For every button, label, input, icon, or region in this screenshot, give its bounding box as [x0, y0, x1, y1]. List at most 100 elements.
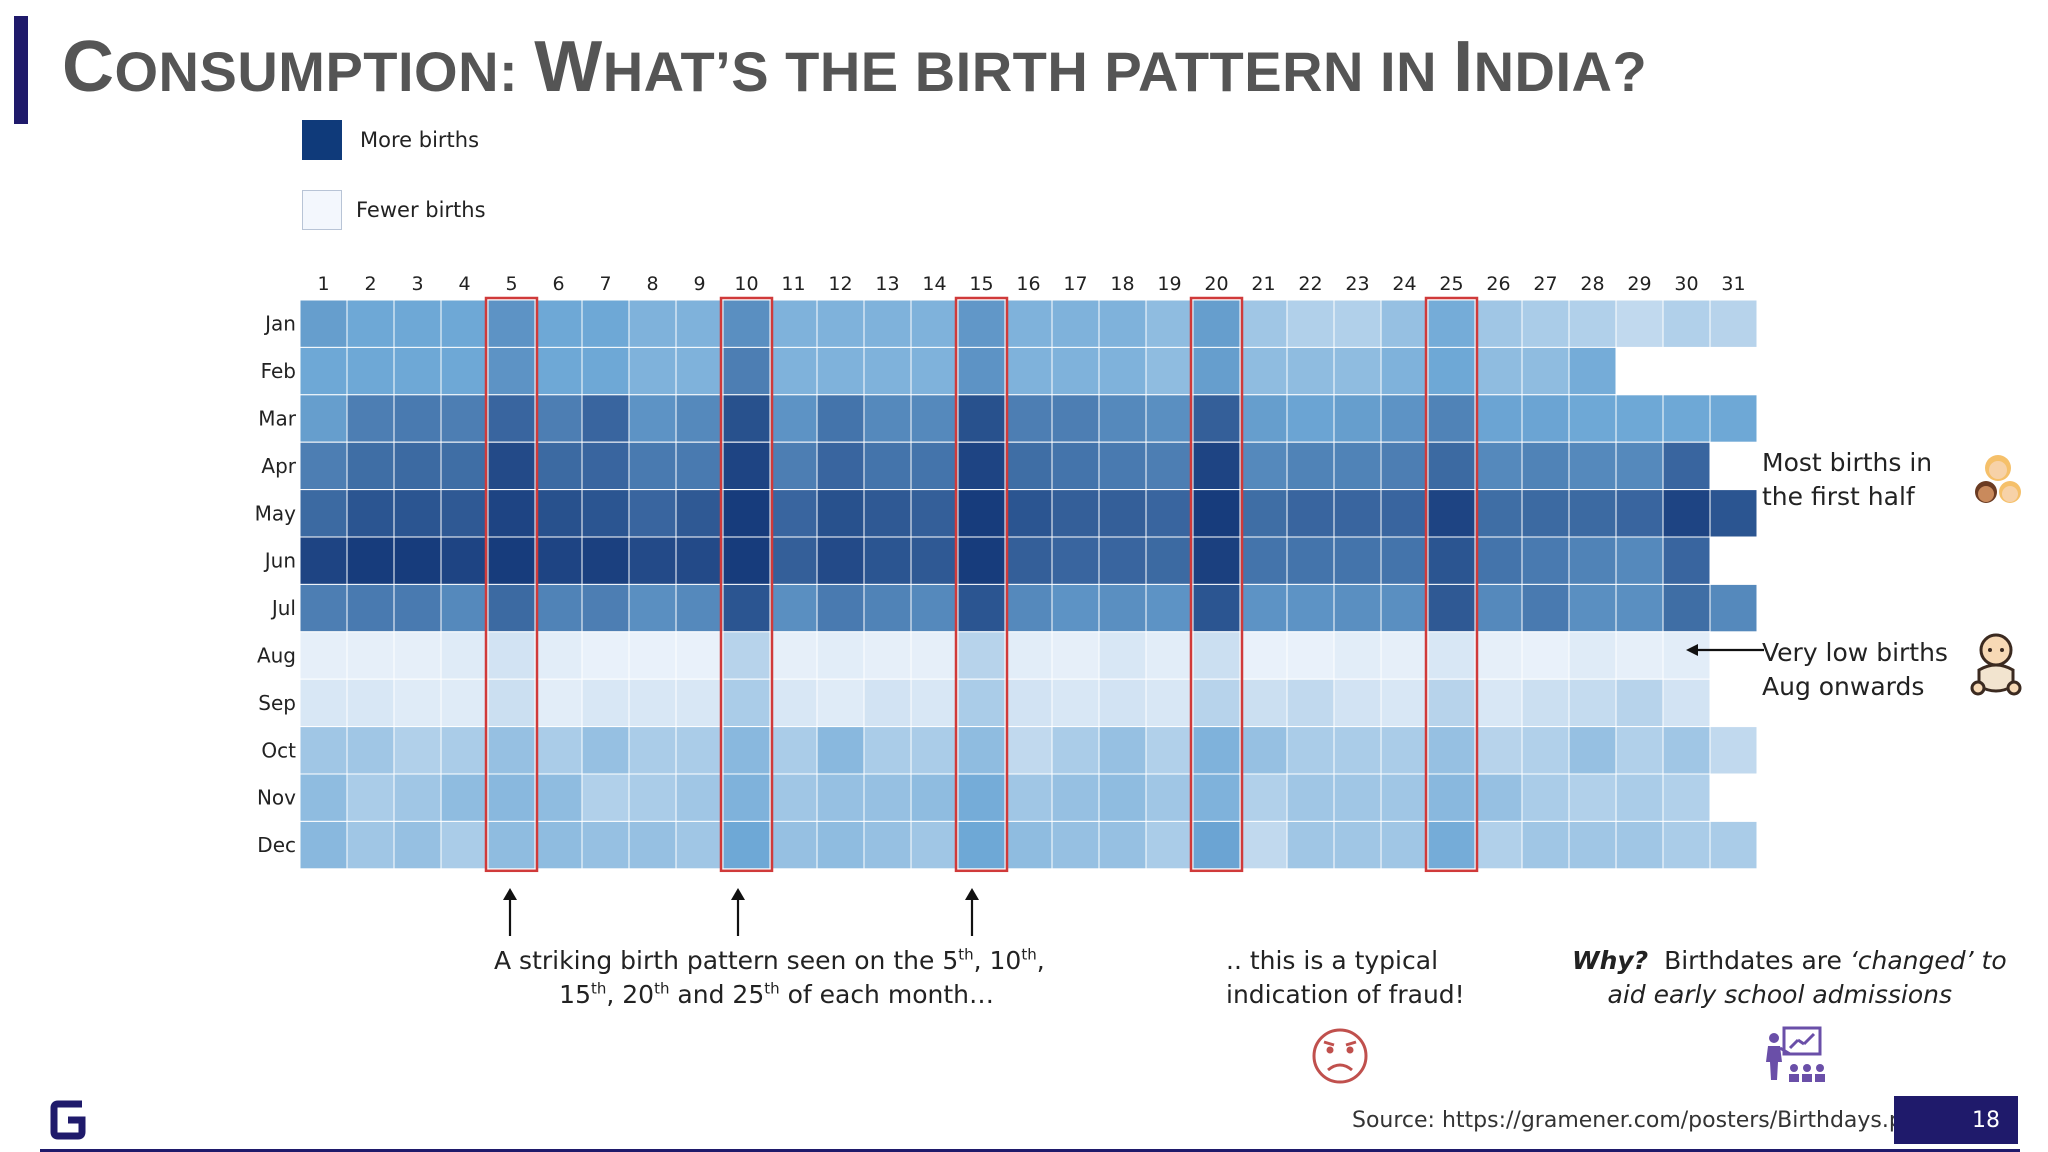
heatmap-cell — [675, 631, 724, 680]
heatmap-cell — [1380, 394, 1429, 443]
heatmap-cell — [1474, 583, 1523, 633]
heatmap-cell — [628, 726, 677, 775]
heatmap-cell — [534, 678, 583, 728]
heatmap-cell — [1239, 441, 1288, 491]
heatmap-cell — [1004, 346, 1053, 396]
x-tick-label: 23 — [1345, 273, 1369, 295]
heatmap-cell — [628, 346, 677, 396]
arrow-up-icon — [965, 888, 979, 936]
heatmap-cell — [1192, 726, 1241, 775]
heatmap-cell — [1145, 726, 1194, 775]
heatmap-cell — [675, 583, 724, 633]
heatmap-cell — [1286, 773, 1335, 822]
heatmap-cell — [863, 773, 912, 822]
heatmap-cell — [1145, 773, 1194, 822]
heatmap-cell — [393, 441, 442, 491]
heatmap-cell — [957, 489, 1006, 538]
heatmap-cell — [769, 678, 818, 728]
heatmap-cell — [299, 299, 348, 348]
heatmap-cell — [1521, 583, 1570, 633]
y-tick-label: Jul — [270, 596, 296, 620]
heatmap-cell — [1192, 441, 1241, 491]
heatmap-cell — [722, 631, 771, 680]
heatmap-cell — [1004, 299, 1053, 348]
x-tick-label: 11 — [781, 273, 805, 295]
heatmap-cell — [1004, 394, 1053, 443]
heatmap-cell — [1427, 441, 1476, 491]
heatmap-cell — [1192, 489, 1241, 538]
heatmap-cell — [628, 441, 677, 491]
heatmap-cell — [1427, 678, 1476, 728]
heatmap-cell — [1568, 678, 1617, 728]
heatmap-cell — [675, 726, 724, 775]
heatmap-cell — [1098, 489, 1147, 538]
heatmap-cell — [722, 299, 771, 348]
x-tick-label: 25 — [1439, 273, 1463, 295]
heatmap-cell — [816, 299, 865, 348]
heatmap-cell — [957, 773, 1006, 822]
heatmap-cell — [581, 583, 630, 633]
heatmap-cell — [863, 631, 912, 680]
heatmap-cell — [534, 536, 583, 585]
heatmap-cell — [393, 773, 442, 822]
y-tick-label: Jan — [263, 312, 296, 336]
heatmap-cell — [534, 441, 583, 491]
heatmap-cell — [440, 726, 489, 775]
heatmap-cell — [863, 299, 912, 348]
heatmap-cell — [440, 678, 489, 728]
heatmap-cell — [1333, 441, 1382, 491]
heatmap-cell — [1051, 773, 1100, 822]
heatmap-cell — [722, 726, 771, 775]
heatmap-cell — [1145, 394, 1194, 443]
heatmap-cell — [816, 346, 865, 396]
heatmap-cell — [1615, 820, 1664, 870]
annotation-pattern: A striking birth pattern seen on the 5th… — [494, 945, 1045, 1009]
heatmap-cell — [1051, 299, 1100, 348]
heatmap-cell — [299, 441, 348, 491]
heatmap-cell — [1145, 631, 1194, 680]
heatmap-cell — [769, 441, 818, 491]
heatmap-cell — [957, 631, 1006, 680]
heatmap-cell — [299, 726, 348, 775]
heatmap-cell — [299, 394, 348, 443]
heatmap-cell — [1521, 489, 1570, 538]
heatmap-cell — [863, 726, 912, 775]
heatmap-cell — [1474, 726, 1523, 775]
heatmap-cell — [628, 394, 677, 443]
heatmap-cell — [816, 726, 865, 775]
heatmap-cell — [346, 536, 395, 585]
heatmap-cell — [1098, 583, 1147, 633]
heatmap-cell — [1662, 441, 1711, 491]
heatmap-cell — [1521, 631, 1570, 680]
heatmap-cell — [1521, 441, 1570, 491]
heatmap-cell — [722, 536, 771, 585]
heatmap-cell — [1474, 394, 1523, 443]
heatmap-cell — [581, 536, 630, 585]
x-tick-label: 30 — [1674, 273, 1698, 295]
heatmap-cell — [1004, 631, 1053, 680]
heatmap-cell — [1662, 536, 1711, 585]
heatmap-cell — [628, 583, 677, 633]
x-tick-label: 10 — [734, 273, 758, 295]
heatmap-cell — [1051, 820, 1100, 870]
x-tick-label: 26 — [1486, 273, 1510, 295]
x-tick-label: 16 — [1016, 273, 1040, 295]
heatmap-cell — [1427, 631, 1476, 680]
heatmap-cell — [1286, 820, 1335, 870]
heatmap-cell — [1568, 536, 1617, 585]
x-tick-label: 17 — [1063, 273, 1087, 295]
heatmap-cell — [769, 631, 818, 680]
heatmap-cell — [863, 441, 912, 491]
highlight-column-25 — [1424, 296, 1479, 873]
heatmap-cell — [487, 583, 536, 633]
heatmap-cell — [487, 394, 536, 443]
heatmap-cell — [1286, 536, 1335, 585]
heatmap-cell — [769, 773, 818, 822]
arrow-up-icon — [503, 888, 517, 936]
heatmap-cell — [581, 394, 630, 443]
heatmap-cell — [957, 678, 1006, 728]
heatmap-cell — [1709, 583, 1758, 633]
heatmap-cell — [1333, 346, 1382, 396]
heatmap-cell — [534, 631, 583, 680]
heatmap-cell — [910, 678, 959, 728]
